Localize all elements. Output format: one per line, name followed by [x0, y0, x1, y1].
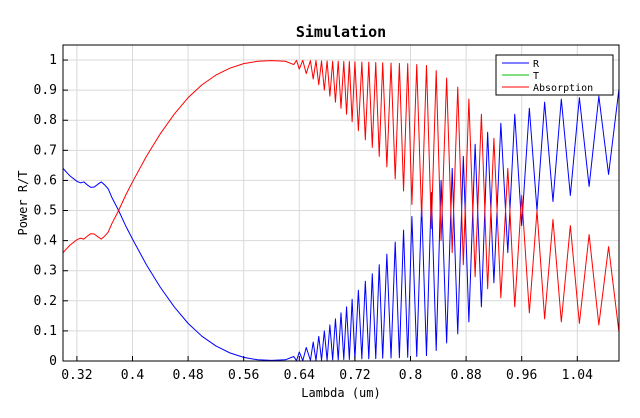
x-tick-label: 0.4	[121, 368, 145, 383]
x-tick-label: 0.56	[228, 368, 259, 383]
series-line-absorption	[62, 59, 620, 333]
x-tick-label: 0.72	[339, 368, 370, 383]
x-tick-label: 0.96	[506, 368, 537, 383]
grid	[63, 45, 619, 362]
y-axis-label: Power R/T	[16, 170, 30, 235]
x-axis-label: Lambda (um)	[301, 386, 380, 400]
y-tick-label: 1	[49, 53, 57, 68]
y-tick-label: 0.8	[34, 113, 57, 128]
plot-area	[63, 45, 619, 361]
x-tick-label: 0.32	[61, 368, 92, 383]
y-tick-label: 0.4	[34, 234, 58, 249]
chart-title: Simulation	[296, 23, 386, 41]
y-tick-label: 0	[49, 354, 57, 369]
x-tick-label: 0.64	[284, 368, 315, 383]
x-tick-label: 0.88	[450, 368, 481, 383]
y-tick-label: 0.1	[34, 324, 57, 339]
plot-frame	[62, 44, 620, 362]
x-tick-label: 0.48	[172, 368, 203, 383]
legend-entry-absorption: Absorption	[533, 83, 593, 94]
legend-entry-r: R	[533, 59, 540, 70]
y-tick-label: 0.5	[34, 204, 57, 219]
legend-entry-t: T	[533, 71, 539, 82]
y-tick-label: 0.2	[34, 294, 57, 309]
y-tick-label: 0.6	[34, 173, 57, 188]
ticks: 0.32 0.4 0.48 0.56 0.64 0.72 0.8 0.88 0.96 1.04 0 0…	[34, 53, 594, 383]
x-tick-label: 1.04	[562, 368, 593, 383]
y-tick-label: 0.3	[34, 264, 57, 279]
x-tick-label: 0.8	[399, 368, 422, 383]
y-tick-label: 0.7	[34, 143, 57, 158]
y-tick-label: 0.9	[34, 83, 57, 98]
